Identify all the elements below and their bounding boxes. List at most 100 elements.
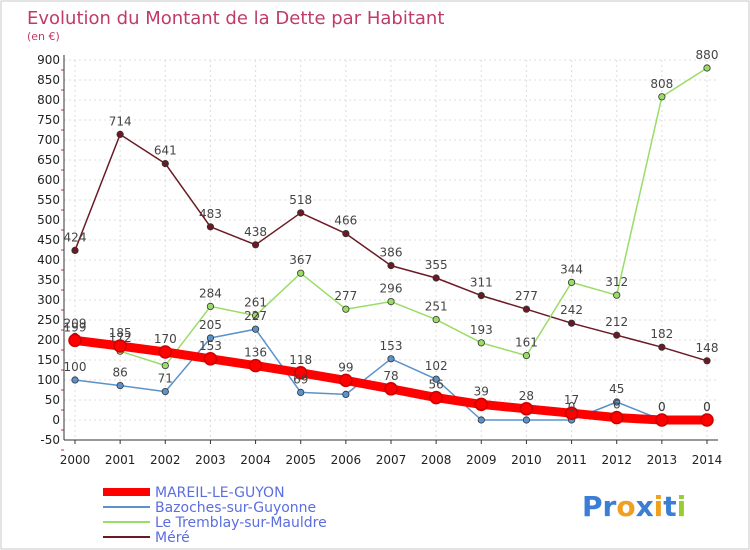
data-point — [567, 319, 576, 327]
data-label: 261 — [244, 296, 267, 310]
data-label: 277 — [515, 289, 538, 303]
data-point — [432, 375, 440, 383]
data-point — [71, 246, 79, 254]
y-tick-label: 700 — [37, 133, 60, 147]
data-point — [655, 413, 669, 427]
y-tick-label: 450 — [37, 233, 60, 247]
data-point — [71, 376, 79, 384]
data-label: 438 — [244, 225, 267, 239]
data-point — [387, 297, 395, 306]
data-label: 205 — [199, 318, 222, 332]
data-point — [342, 305, 350, 313]
data-point — [116, 381, 124, 390]
data-point — [206, 334, 215, 342]
data-label: 153 — [199, 339, 222, 353]
axes: -500501001502002503003504004505005506006… — [37, 53, 722, 467]
data-label: 0 — [658, 400, 666, 414]
data-point — [206, 302, 215, 310]
data-point — [158, 345, 173, 359]
y-tick-label: 200 — [37, 333, 60, 347]
data-label: 518 — [289, 193, 312, 207]
data-label: 136 — [244, 346, 267, 360]
data-label: 56 — [429, 378, 444, 392]
x-tick-label: 2001 — [105, 453, 136, 467]
logo-letter: i — [654, 490, 664, 523]
data-point — [567, 278, 576, 286]
data-point — [248, 358, 263, 373]
x-tick-label: 2003 — [195, 453, 226, 467]
data-label: 227 — [244, 309, 267, 323]
data-label: 0 — [568, 400, 576, 414]
grid — [64, 59, 718, 441]
series — [68, 64, 714, 427]
x-tick-label: 2009 — [466, 453, 497, 467]
data-label: 466 — [334, 214, 357, 228]
data-label: 277 — [334, 289, 357, 303]
data-label: 185 — [109, 326, 132, 340]
chart-subtitle: (en €) — [27, 30, 60, 43]
y-tick-label: 650 — [37, 153, 60, 167]
data-point — [161, 160, 169, 168]
y-tick-label: 0 — [52, 413, 60, 427]
data-point — [658, 93, 666, 101]
data-label: 284 — [199, 286, 222, 300]
data-label: 170 — [154, 332, 177, 346]
data-point — [432, 315, 440, 324]
data-label: 312 — [605, 275, 628, 289]
data-label: 161 — [515, 336, 538, 350]
y-tick-label: 600 — [37, 173, 60, 187]
data-label: 39 — [474, 384, 489, 398]
data-point — [161, 387, 169, 396]
y-tick-label: 900 — [37, 53, 60, 67]
data-point — [613, 398, 621, 406]
data-point — [387, 355, 395, 363]
data-point — [477, 339, 485, 347]
data-label: 118 — [289, 353, 312, 367]
data-point — [613, 291, 621, 299]
data-point — [522, 305, 531, 313]
data-point — [609, 410, 624, 425]
x-tick-label: 2010 — [511, 453, 542, 467]
data-label: 86 — [113, 366, 128, 380]
x-tick-label: 2000 — [60, 453, 91, 467]
data-point — [429, 390, 443, 405]
data-label: 483 — [199, 207, 222, 221]
data-point — [251, 311, 260, 320]
x-tick-label: 2005 — [285, 453, 316, 467]
proxiti-logo: Proxiti — [582, 490, 686, 523]
data-label: 193 — [470, 323, 493, 337]
legend-label: MAREIL-LE-GUYON — [155, 485, 285, 501]
data-label: 28 — [519, 389, 534, 403]
data-point — [251, 241, 260, 249]
data-label: 641 — [154, 144, 177, 158]
x-tick-label: 2002 — [150, 453, 181, 467]
data-point — [477, 416, 485, 424]
y-tick-label: -50 — [40, 433, 60, 447]
data-label: 344 — [560, 262, 583, 276]
data-label: 355 — [425, 258, 448, 272]
x-tick-label: 2013 — [647, 453, 678, 467]
data-point — [297, 388, 305, 396]
y-tick-label: 500 — [37, 213, 60, 227]
data-point — [297, 209, 305, 217]
logo-letter: i — [677, 490, 687, 523]
y-tick-label: 300 — [37, 293, 60, 307]
x-tick-label: 2011 — [556, 453, 587, 467]
data-label: 100 — [64, 360, 87, 374]
data-labels: 199 185 170 153 136 118 99 78 56 39 28 17 6 0 0 100 86 71… — [64, 48, 719, 414]
data-label: 17 — [564, 393, 579, 407]
data-point — [339, 373, 353, 388]
data-point — [68, 333, 82, 348]
x-tick-label: 2007 — [376, 453, 407, 467]
data-point — [522, 416, 531, 424]
data-label: 0 — [703, 400, 711, 414]
y-tick-label: 100 — [37, 373, 60, 387]
legend-label: Le Tremblay-sur-Mauldre — [155, 515, 327, 531]
data-label: 424 — [64, 230, 87, 244]
data-label: 45 — [609, 382, 624, 396]
x-tick-label: 2012 — [601, 453, 632, 467]
data-label: 153 — [380, 339, 403, 353]
data-point — [700, 413, 714, 427]
data-label: 182 — [650, 327, 673, 341]
logo-letter: x — [636, 490, 654, 523]
